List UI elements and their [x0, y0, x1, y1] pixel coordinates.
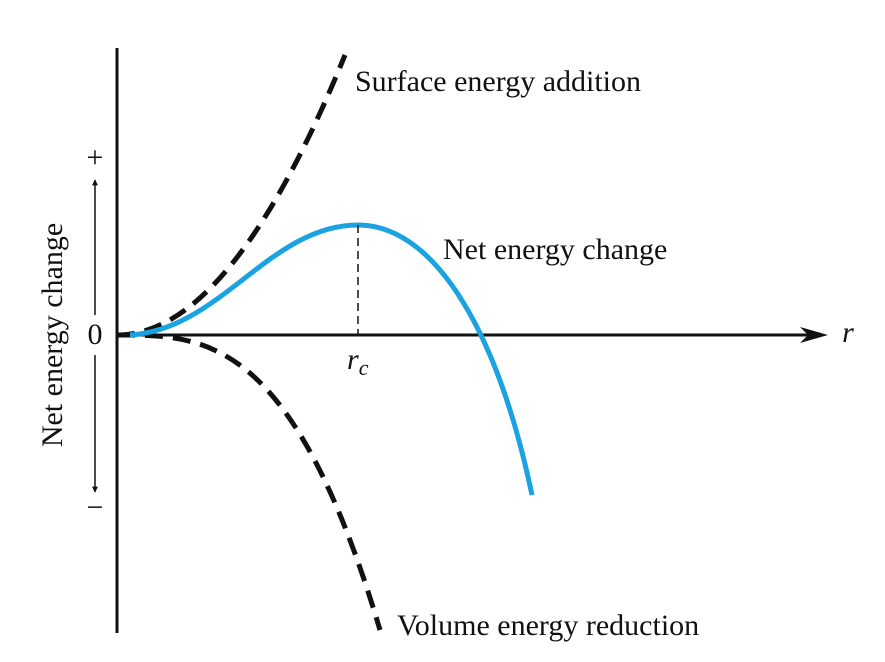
volume-label: Volume energy reduction: [397, 609, 699, 642]
surface-label: Surface energy addition: [355, 65, 641, 98]
net-label: Net energy change: [443, 233, 667, 266]
plus-sign: +: [87, 141, 104, 174]
zero-label: 0: [88, 318, 103, 351]
surface-curve: [116, 54, 348, 338]
x-label: r: [842, 316, 854, 349]
y-label: Net energy change: [36, 223, 69, 447]
rc-subscript: c: [359, 355, 369, 380]
minus-sign: −: [87, 491, 104, 524]
volume-curve: [116, 332, 383, 631]
rc-base: r: [347, 343, 359, 376]
critical-radius: rc: [347, 343, 369, 380]
x-arrow: [800, 327, 828, 343]
